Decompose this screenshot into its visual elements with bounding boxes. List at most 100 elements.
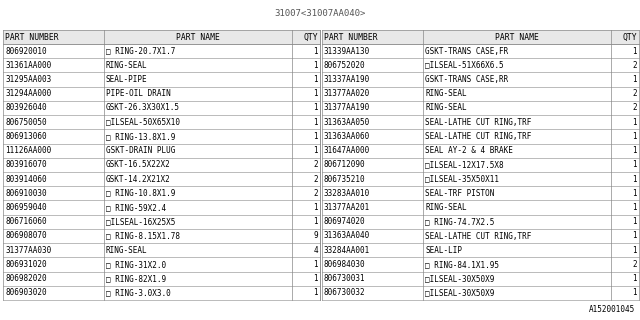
Text: □ RING-20.7X1.7: □ RING-20.7X1.7	[106, 47, 175, 56]
Text: PART NAME: PART NAME	[495, 33, 539, 42]
Text: 806735210: 806735210	[324, 175, 365, 184]
Text: 31647AA000: 31647AA000	[324, 146, 371, 155]
Text: GSKT-DRAIN PLUG: GSKT-DRAIN PLUG	[106, 146, 175, 155]
Text: 1: 1	[314, 217, 318, 226]
Bar	[322, 172, 639, 186]
Text: □ RING-8.15X1.78: □ RING-8.15X1.78	[106, 231, 180, 241]
Text: □ILSEAL-12X17.5X8: □ILSEAL-12X17.5X8	[425, 160, 504, 169]
Text: 806920010: 806920010	[5, 47, 47, 56]
Bar	[322, 257, 639, 272]
Text: QTY: QTY	[303, 33, 318, 42]
Text: SEAL-LIP: SEAL-LIP	[425, 246, 462, 255]
Text: □ RING-74.7X2.5: □ RING-74.7X2.5	[425, 217, 494, 226]
Text: 31377AA190: 31377AA190	[324, 103, 371, 113]
Bar	[322, 87, 639, 101]
Text: 33283AA010: 33283AA010	[324, 189, 371, 198]
Text: 2: 2	[632, 260, 637, 269]
Text: 4: 4	[314, 246, 318, 255]
Bar	[3, 144, 320, 158]
Bar	[3, 186, 320, 200]
Text: 1: 1	[632, 231, 637, 241]
Text: 2: 2	[314, 175, 318, 184]
Text: 1: 1	[314, 288, 318, 297]
Text: RING-SEAL: RING-SEAL	[106, 246, 148, 255]
Text: 31377AA020: 31377AA020	[324, 89, 371, 98]
Text: 31337AA190: 31337AA190	[324, 75, 371, 84]
Text: □ RING-31X2.0: □ RING-31X2.0	[106, 260, 166, 269]
Text: RING-SEAL: RING-SEAL	[106, 61, 148, 70]
Text: GSKT-16.5X22X2: GSKT-16.5X22X2	[106, 160, 171, 169]
Text: 806910030: 806910030	[5, 189, 47, 198]
Text: 31363AA050: 31363AA050	[324, 118, 371, 127]
Text: 803926040: 803926040	[5, 103, 47, 113]
Bar	[322, 115, 639, 129]
Bar	[3, 229, 320, 243]
Text: 2: 2	[632, 103, 637, 113]
Text: 1: 1	[632, 175, 637, 184]
Text: 1: 1	[632, 132, 637, 141]
Text: 31295AA003: 31295AA003	[5, 75, 51, 84]
Text: 806712090: 806712090	[324, 160, 365, 169]
Text: GSKT-26.3X30X1.5: GSKT-26.3X30X1.5	[106, 103, 180, 113]
Text: 31363AA040: 31363AA040	[324, 231, 371, 241]
Text: SEAL-TRF PISTON: SEAL-TRF PISTON	[425, 189, 494, 198]
Text: PART NUMBER: PART NUMBER	[324, 33, 378, 42]
Bar	[322, 101, 639, 115]
Text: 31007<31007AA040>: 31007<31007AA040>	[275, 10, 365, 19]
Text: □ RING-84.1X1.95: □ RING-84.1X1.95	[425, 260, 499, 269]
Text: 31377AA201: 31377AA201	[324, 203, 371, 212]
Text: SEAL-PIPE: SEAL-PIPE	[106, 75, 148, 84]
Text: 1: 1	[632, 146, 637, 155]
Text: 1: 1	[314, 61, 318, 70]
Text: 1: 1	[314, 89, 318, 98]
Text: 1: 1	[632, 47, 637, 56]
Text: 803916070: 803916070	[5, 160, 47, 169]
Text: PART NUMBER: PART NUMBER	[5, 33, 59, 42]
Text: RING-SEAL: RING-SEAL	[425, 103, 467, 113]
Bar	[322, 44, 639, 58]
Text: 806730032: 806730032	[324, 288, 365, 297]
Text: □ RING-10.8X1.9: □ RING-10.8X1.9	[106, 189, 175, 198]
Text: 806716060: 806716060	[5, 217, 47, 226]
Text: □ILSEAL-51X66X6.5: □ILSEAL-51X66X6.5	[425, 61, 504, 70]
Text: □ILSEAL-30X50X9: □ILSEAL-30X50X9	[425, 288, 494, 297]
Bar	[322, 286, 639, 300]
Bar	[3, 257, 320, 272]
Text: SEAL-LATHE CUT RING,TRF: SEAL-LATHE CUT RING,TRF	[425, 118, 531, 127]
Bar	[322, 229, 639, 243]
Bar	[3, 200, 320, 215]
Text: □ RING-59X2.4: □ RING-59X2.4	[106, 203, 166, 212]
Text: 806903020: 806903020	[5, 288, 47, 297]
Bar	[322, 200, 639, 215]
Text: 1: 1	[632, 160, 637, 169]
Text: RING-SEAL: RING-SEAL	[425, 203, 467, 212]
Bar	[3, 44, 320, 58]
Bar	[3, 172, 320, 186]
Text: A152001045: A152001045	[589, 306, 635, 315]
Text: 1: 1	[314, 103, 318, 113]
Text: SEAL-LATHE CUT RING,TRF: SEAL-LATHE CUT RING,TRF	[425, 132, 531, 141]
Bar	[3, 72, 320, 87]
Text: SEAL-LATHE CUT RING,TRF: SEAL-LATHE CUT RING,TRF	[425, 231, 531, 241]
Text: 806908070: 806908070	[5, 231, 47, 241]
Text: 9: 9	[314, 231, 318, 241]
Text: 1: 1	[632, 203, 637, 212]
Bar	[3, 87, 320, 101]
Text: PART NAME: PART NAME	[176, 33, 220, 42]
Text: 1: 1	[632, 288, 637, 297]
Text: GSKT-14.2X21X2: GSKT-14.2X21X2	[106, 175, 171, 184]
Text: 1: 1	[314, 274, 318, 283]
Text: □ RING-3.0X3.0: □ RING-3.0X3.0	[106, 288, 171, 297]
Bar	[3, 215, 320, 229]
Bar	[322, 186, 639, 200]
Bar	[322, 272, 639, 286]
Text: SEAL AY-2 & 4 BRAKE: SEAL AY-2 & 4 BRAKE	[425, 146, 513, 155]
Text: 1: 1	[632, 75, 637, 84]
Bar	[3, 243, 320, 257]
Text: 1: 1	[632, 246, 637, 255]
Text: □ RING-13.8X1.9: □ RING-13.8X1.9	[106, 132, 175, 141]
Text: 2: 2	[632, 89, 637, 98]
Bar	[3, 58, 320, 72]
Text: 31363AA060: 31363AA060	[324, 132, 371, 141]
Bar	[322, 129, 639, 144]
